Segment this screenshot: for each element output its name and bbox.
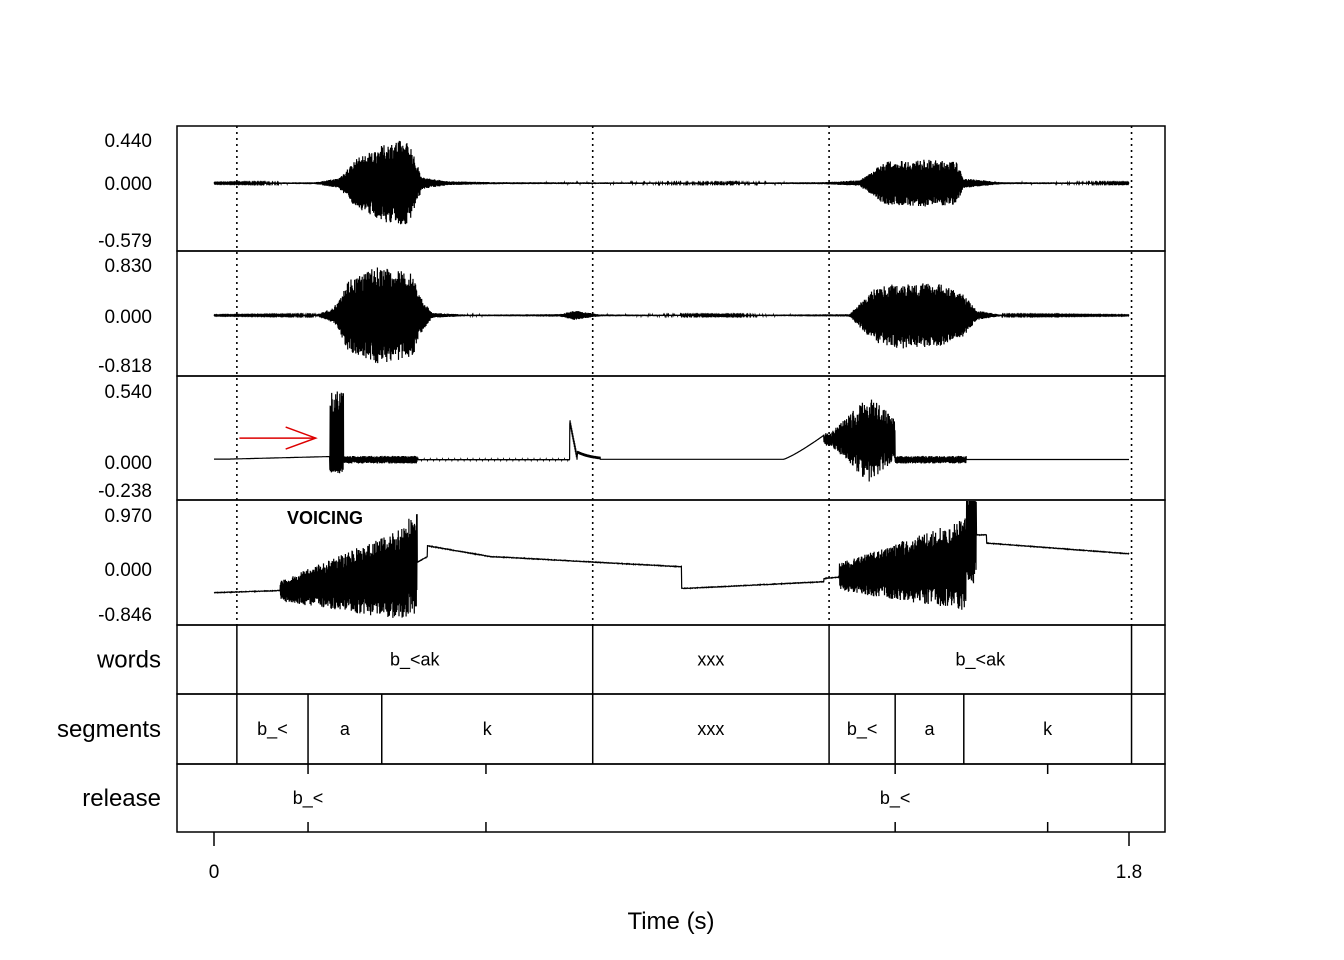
waveform-4-trace [213,500,1130,618]
y-tick-label: -0.238 [98,481,152,502]
y-tick-label: 0.000 [104,560,152,581]
y-tick-label: 0.000 [104,453,152,474]
x-tick-label: 0 [209,862,220,883]
tier-name-segments: segments [57,716,161,743]
x-tick-label: 1.8 [1116,862,1142,883]
interval-label-segments: k [1043,719,1053,739]
y-tick-label: 0.540 [104,382,152,403]
x-axis: Time (s) 0 1.8 [209,832,1142,935]
waveform-panel-1 [176,125,1166,252]
y-tick-label: -0.818 [98,356,152,377]
waveform-1-trace [213,140,1130,225]
waveform-2-trace [213,267,1130,364]
interval-label-segments: b_< [847,719,878,740]
waveform-3-trace [214,391,1129,482]
y-tick-label: -0.579 [98,231,152,252]
interval-label-words: xxx [697,650,724,670]
panel-labels: VOICING 0.440 0.000 -0.579 0.830 0.000 -0.818 0… [57,131,1053,812]
y-tick-label: 0.440 [104,131,152,152]
tier-name-words: words [96,647,161,674]
y-tick-label: -0.846 [98,605,152,626]
tier-name-release: release [82,785,161,812]
tier-frame-release [176,763,1166,833]
tier-frame-words [176,624,1166,695]
tier-frame-segments [176,693,1166,765]
point-label: b_< [293,788,324,809]
voicing-annotation: VOICING [287,508,363,528]
waveform-panel-3 [176,375,1166,501]
interval-label-words: b_<ak [390,650,441,671]
interval-label-segments: xxx [697,719,724,739]
panel-frames [176,125,1166,833]
interval-label-words: b_<ak [956,650,1007,671]
point-label: b_< [880,788,911,809]
interval-label-segments: a [340,719,351,739]
y-tick-label: 0.000 [104,307,152,328]
x-axis-title: Time (s) [627,908,714,935]
interval-label-segments: a [924,719,935,739]
boundary-lines [236,126,1133,625]
y-tick-label: 0.830 [104,256,152,277]
waveform-traces [213,140,1130,618]
interval-label-segments: k [483,719,493,739]
red-arrow-head [285,426,318,450]
interval-label-segments: b_< [257,719,288,740]
y-tick-label: 0.970 [104,506,152,527]
y-tick-label: 0.000 [104,174,152,195]
